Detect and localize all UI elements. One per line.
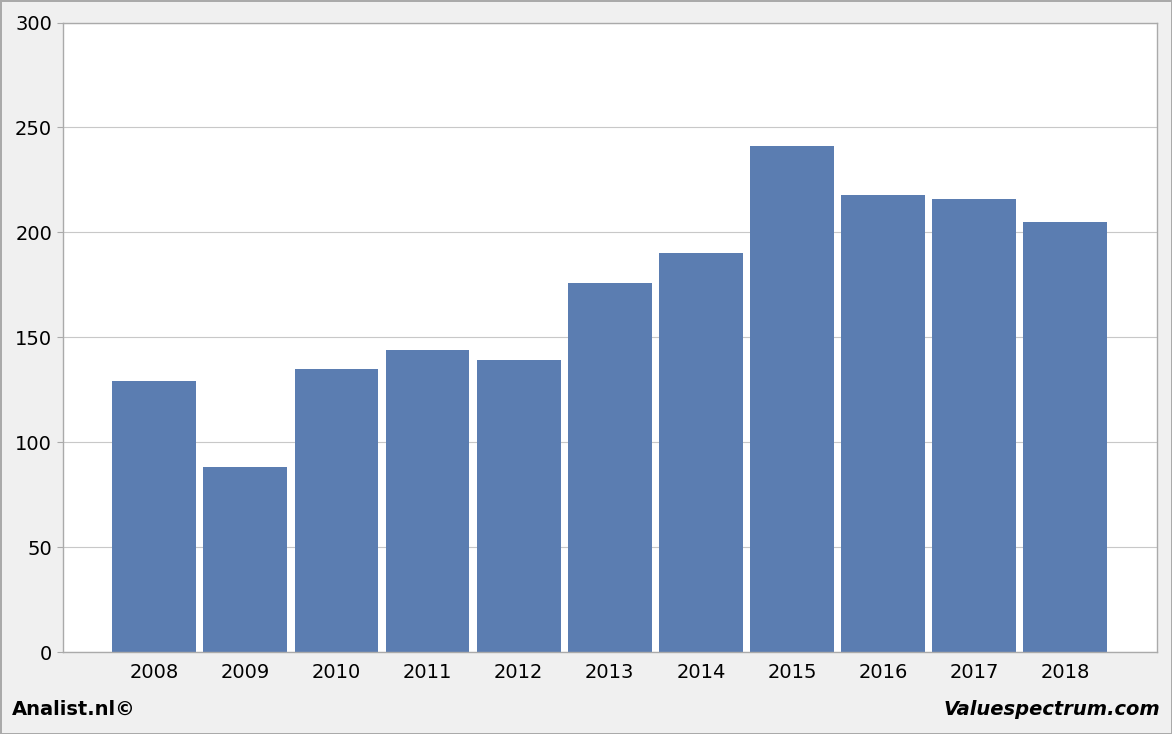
Bar <box>386 350 470 653</box>
Bar <box>568 283 652 653</box>
Bar <box>932 199 1016 653</box>
Text: Valuespectrum.com: Valuespectrum.com <box>943 700 1160 719</box>
Bar <box>1023 222 1108 653</box>
Bar <box>659 253 743 653</box>
Bar <box>294 368 379 653</box>
Text: Analist.nl©: Analist.nl© <box>12 700 136 719</box>
Bar <box>204 468 287 653</box>
Bar <box>477 360 560 653</box>
Bar <box>750 146 834 653</box>
Bar <box>841 195 925 653</box>
Bar <box>113 382 196 653</box>
